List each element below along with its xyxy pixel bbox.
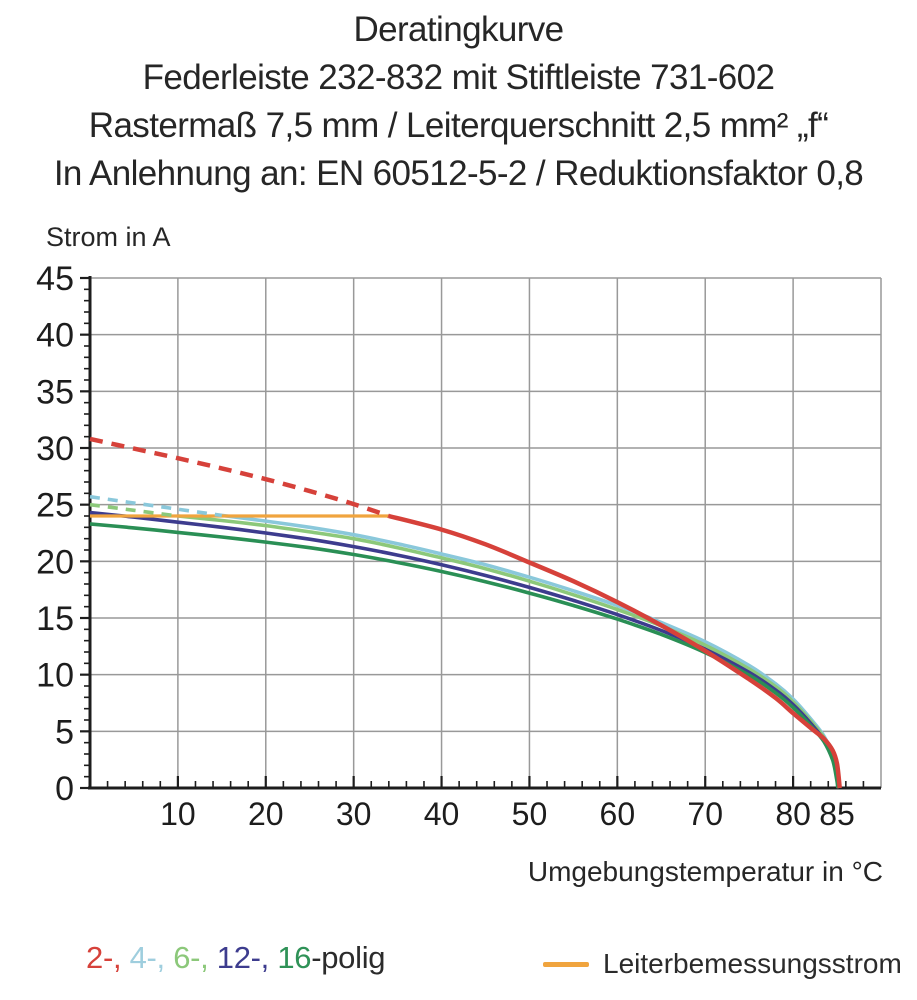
x-tick-label: 40 <box>424 796 460 832</box>
x-tick-label: 50 <box>512 796 548 832</box>
rated-current-line-swatch <box>543 961 589 967</box>
series-4-polig-dashed <box>89 494 223 518</box>
y-tick-label: 35 <box>36 373 74 411</box>
x-tick-label: 70 <box>687 796 723 832</box>
series-2-polig-dashed <box>89 436 390 519</box>
legend-pole-item: 16 <box>277 940 312 975</box>
chart-title-line-1: Deratingkurve <box>353 10 564 49</box>
x-tick-label: 60 <box>600 796 636 832</box>
legend-pole-item: 12-, <box>216 940 278 975</box>
pole-count-legend-suffix: -polig <box>311 940 386 975</box>
rated-current-label: Leiterbemessungsstrom <box>603 948 902 979</box>
pole-count-legend: 2-, 4-, 6-, 12-, 16-polig <box>86 940 386 976</box>
x-tick-label: 30 <box>336 796 372 832</box>
y-tick-label: 10 <box>36 657 74 695</box>
series-4-polig <box>221 513 842 789</box>
x-tick-label: 20 <box>248 796 284 832</box>
legend-pole-item: 2-, <box>86 940 130 975</box>
rated-current-legend: Leiterbemessungsstrom <box>543 948 902 980</box>
y-tick-label: 40 <box>36 317 74 355</box>
chart-title-block: Deratingkurve Federleiste 232-832 mit St… <box>0 6 917 198</box>
y-tick-label: 45 <box>36 260 74 298</box>
y-tick-label: 5 <box>55 713 74 751</box>
y-tick-label: 30 <box>36 430 74 468</box>
y-tick-label: 25 <box>36 487 74 525</box>
x-tick-label: 80 <box>775 796 811 832</box>
series-6-polig-dashed <box>89 502 179 518</box>
series-2-polig <box>388 513 842 789</box>
y-axis-title: Strom in A <box>46 222 171 252</box>
y-tick-label: 0 <box>55 770 74 808</box>
legend-pole-item: 4-, <box>129 940 174 975</box>
x-axis-title: Umgebungstemperatur in °C <box>527 856 883 887</box>
x-tick-label: 10 <box>160 796 196 832</box>
legend-pole-item: 6-, <box>173 940 217 975</box>
y-tick-label: 15 <box>36 600 74 638</box>
x-tick-label: 85 <box>819 796 855 832</box>
chart-title-line-4: In Anlehnung an: EN 60512-5-2 / Reduktio… <box>53 154 864 193</box>
chart-title-line-3: Rastermaß 7,5 mm / Leiterquerschnitt 2,5… <box>88 106 829 145</box>
series-6-polig <box>177 514 841 789</box>
series-12-polig <box>89 510 841 789</box>
y-tick-label: 20 <box>36 543 74 581</box>
chart-title-line-2: Federleiste 232-832 mit Stiftleiste 731-… <box>142 58 775 97</box>
